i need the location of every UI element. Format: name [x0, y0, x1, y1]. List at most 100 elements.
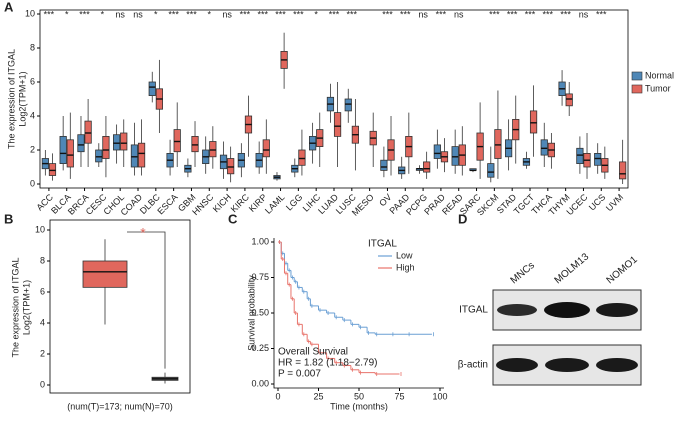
box — [262, 139, 270, 158]
legend-label: Normal — [645, 70, 674, 80]
annotation: P = 0.007 — [278, 369, 321, 380]
x-tick-label: LGG — [284, 192, 305, 213]
significance: *** — [596, 9, 607, 19]
box — [77, 134, 85, 153]
axis-line — [273, 238, 444, 389]
legend-title: ITGAL — [368, 239, 397, 250]
blot-band — [545, 358, 589, 372]
blot-band — [544, 302, 590, 318]
box — [487, 163, 495, 178]
x-tick-label: 25 — [313, 391, 323, 401]
significance: * — [314, 9, 318, 19]
x-axis-label: (num(T)=173; num(N)=70) — [67, 401, 173, 411]
significance: * — [140, 225, 146, 241]
y-tick-label: 0 — [30, 178, 35, 188]
box — [494, 129, 502, 159]
significance: *** — [79, 9, 90, 19]
blot-column-label: MOLM13 — [553, 251, 592, 286]
box — [333, 112, 342, 137]
x-tick-label: 0 — [275, 391, 280, 401]
legend-label: Low — [396, 250, 413, 260]
y-axis-label: The expression of ITGAL — [10, 257, 20, 357]
significance: ns — [133, 9, 143, 19]
box — [102, 135, 110, 159]
y-tick-label: 1.00 — [251, 236, 269, 246]
y-tick-label: 6 — [30, 76, 35, 86]
significance: ns — [115, 9, 125, 19]
significance: *** — [436, 9, 447, 19]
significance: *** — [257, 9, 268, 19]
blot-row-label: ITGAL — [459, 305, 488, 316]
significance: ns — [454, 9, 464, 19]
box — [565, 93, 573, 107]
significance: *** — [275, 9, 286, 19]
box — [209, 141, 217, 158]
y-tick-label: 10 — [25, 8, 35, 18]
y-tick-label: 2 — [40, 348, 45, 358]
panel-label: A — [4, 0, 14, 14]
box — [344, 98, 352, 112]
significance: * — [208, 9, 212, 19]
blot-band — [497, 304, 537, 316]
box — [48, 163, 57, 176]
legend-swatch — [631, 71, 643, 81]
box — [84, 120, 92, 144]
significance: *** — [525, 9, 536, 19]
y-axis-label: Log2(TPM+1) — [17, 71, 27, 126]
significance: *** — [44, 9, 55, 19]
y-tick-label: 8 — [30, 42, 35, 52]
x-tick-label: UVM — [604, 192, 625, 213]
box — [95, 149, 103, 163]
blot-band — [496, 358, 538, 372]
y-tick-label: 2 — [30, 144, 35, 154]
box — [380, 159, 388, 171]
significance: *** — [293, 9, 304, 19]
significance: ns — [579, 9, 589, 19]
x-tick-label: LAML — [263, 192, 287, 216]
box — [227, 158, 235, 175]
x-tick-label: 100 — [432, 391, 447, 401]
significance: *** — [382, 9, 393, 19]
y-tick-label: 0.00 — [251, 378, 269, 388]
box — [130, 144, 139, 168]
x-tick-label: 75 — [394, 391, 404, 401]
y-tick-label: 0.25 — [251, 343, 269, 353]
significance: *** — [186, 9, 197, 19]
box — [173, 129, 181, 153]
panel-label: C — [228, 211, 238, 226]
legend-label: High — [396, 262, 415, 272]
box — [66, 139, 74, 168]
significance: *** — [347, 9, 358, 19]
significance: *** — [400, 9, 411, 19]
y-tick-label: 0 — [40, 379, 45, 389]
significance: *** — [560, 9, 571, 19]
y-tick-label: 6 — [40, 286, 45, 296]
box — [433, 144, 441, 159]
annotation: HR = 1.82 (1.18−2.79) — [278, 358, 378, 369]
box — [576, 147, 584, 165]
blot-column-label: MNCs — [509, 260, 537, 286]
significance: * — [154, 9, 158, 19]
y-axis-label: Survival probability — [246, 275, 256, 351]
significance: *** — [507, 9, 518, 19]
x-tick-label: KIRC — [229, 192, 252, 215]
y-tick-label: 0.75 — [251, 272, 269, 282]
box — [423, 161, 431, 173]
significance: *** — [329, 9, 340, 19]
legend-swatch — [631, 84, 643, 94]
box — [120, 132, 128, 151]
y-tick-label: 10 — [35, 224, 45, 234]
significance: *** — [240, 9, 251, 19]
significance: *** — [168, 9, 179, 19]
y-tick-label: 4 — [40, 317, 45, 327]
box — [594, 152, 602, 166]
y-tick-label: 8 — [40, 255, 45, 265]
blot-band — [596, 358, 638, 372]
box — [298, 149, 306, 166]
significance: ns — [418, 9, 428, 19]
box — [82, 260, 128, 288]
panel-label: D — [458, 211, 467, 226]
blot-band — [596, 303, 638, 317]
significance: *** — [489, 9, 500, 19]
